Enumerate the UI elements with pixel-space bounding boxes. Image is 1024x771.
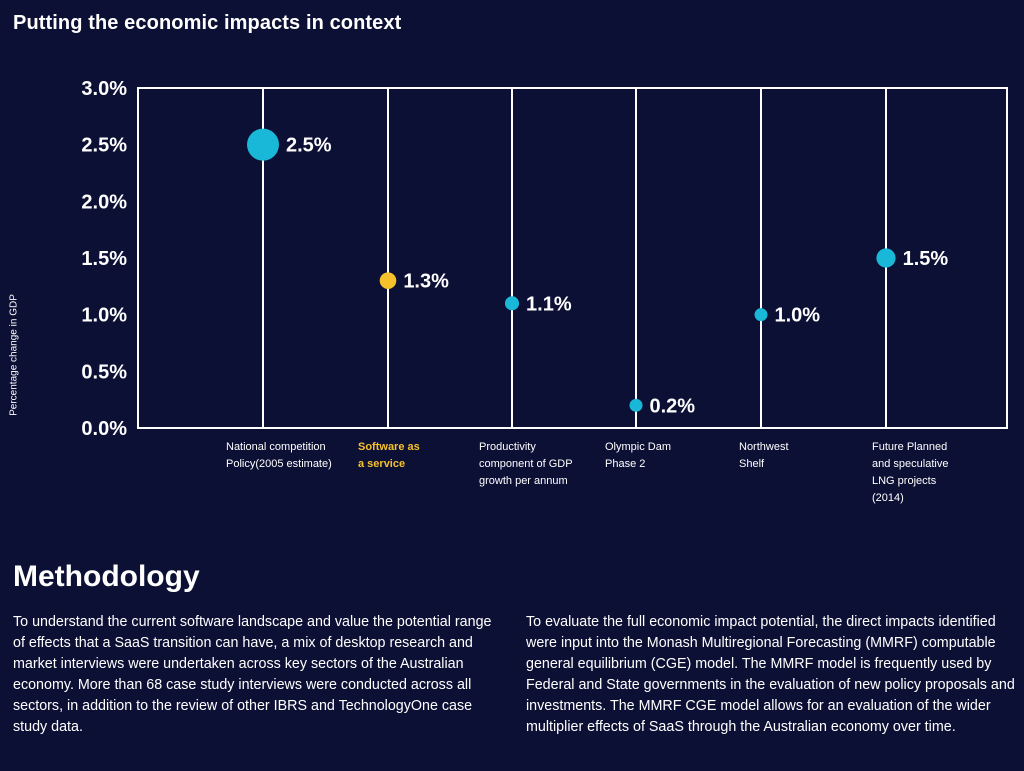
x-category-label: Olympic Dam Phase 2 [605,439,725,473]
methodology-title: Methodology [13,560,200,593]
data-point [504,296,520,311]
x-category-label: Software as a service [358,439,478,473]
y-tick-label: 1.0% [81,305,127,327]
x-category-label-line: National competition [226,441,326,453]
x-category-label-line: Software as [358,441,420,453]
x-category-label-line: Olympic Dam [605,441,672,453]
x-category-label-line: and speculative [872,458,949,470]
methodology-paragraph-left: To understand the current software lands… [13,614,492,735]
data-label: 1.5% [903,248,949,270]
y-axis-label: Percentage change in GDP [8,294,20,416]
y-tick-label: 3.0% [81,78,127,100]
x-category-label-line: Northwest [739,441,789,453]
data-point [379,272,397,289]
data-point [247,128,279,161]
x-category-label-line: component of GDP [479,458,573,470]
x-category-label: Northwest Shelf [739,439,859,473]
methodology-paragraph-right: To evaluate the full economic impact pot… [526,614,1015,735]
x-category-label-line: LNG projects [872,475,937,487]
x-category-label-line: Policy(2005 estimate) [226,458,332,470]
chart-plot: 0.0% 0.5% 1.0% 1.5% 2.0% 2.5% 3.0% 2.5% 1.3% 1.1%… [81,78,1008,440]
chart: 0.0% 0.5% 1.0% 1.5% 2.0% 2.5% 3.0% 2.5% 1.3% 1.1%… [0,70,1024,510]
y-tick-label: 2.5% [81,135,127,157]
x-category-label: National competition Policy(2005 estimate… [226,439,346,473]
x-category-label: Future Planned and speculative LNG project… [872,439,992,507]
data-label: 0.2% [650,395,696,417]
page-title: Putting the economic impacts in context [13,12,402,34]
x-category-label-line: a service [358,458,406,470]
x-category-label-line: Productivity [479,441,536,453]
x-category-label-line: (2014) [872,492,904,504]
plot-frame [137,87,1008,429]
x-category-label-line: Future Planned [872,441,948,453]
data-point [876,248,896,268]
x-category-label: Productivity component of GDP growth per a… [479,439,599,490]
y-tick-label: 0.0% [81,418,127,440]
data-label: 1.3% [403,271,449,293]
data-label: 2.5% [286,135,332,157]
y-tick-label: 2.0% [81,191,127,213]
data-point [754,308,768,322]
x-category-label-line: Shelf [739,458,765,470]
x-category-label-line: Phase 2 [605,458,646,470]
x-category-label-line: growth per annum [479,475,568,487]
y-tick-label: 0.5% [81,361,127,383]
y-tick-label: 1.5% [81,248,127,270]
data-label: 1.1% [526,293,572,315]
data-label: 1.0% [775,305,821,327]
data-point [629,398,643,412]
